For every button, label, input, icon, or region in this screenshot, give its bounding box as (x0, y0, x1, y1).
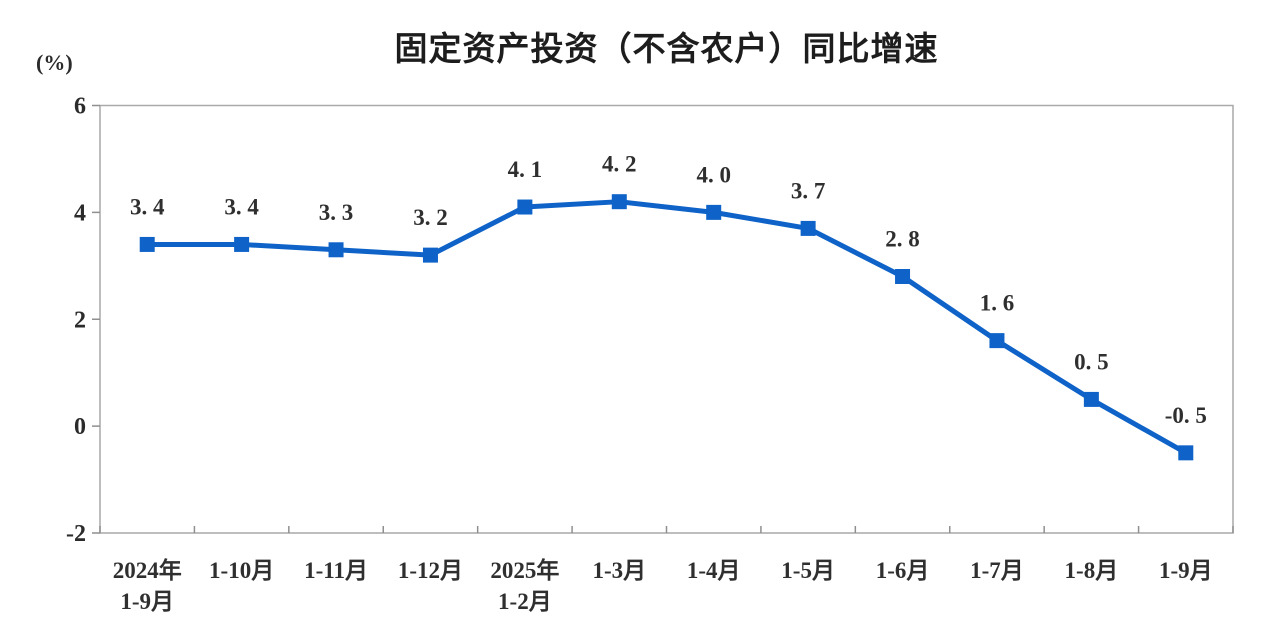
data-point-label: -0. 5 (1165, 403, 1207, 428)
data-point-label: 3. 4 (224, 194, 259, 219)
x-axis-tick-label: 1-12月 (398, 558, 463, 583)
data-point-marker (328, 242, 344, 258)
data-point-marker (139, 236, 155, 252)
data-point-marker (422, 247, 438, 263)
data-point-label: 3. 3 (319, 200, 354, 225)
data-point-marker (895, 269, 911, 284)
data-point-label: 4. 0 (696, 162, 731, 187)
data-point-label: 1. 6 (980, 291, 1015, 316)
data-point-label: 3. 4 (130, 194, 165, 219)
x-axis-tick-label: 1-10月 (209, 558, 274, 583)
data-point-label: 3. 7 (791, 178, 826, 203)
x-axis-tick-label: 1-7月 (970, 558, 1024, 583)
x-axis-tick-label: 1-6月 (876, 558, 930, 583)
y-axis-unit-label: (%) (36, 50, 73, 75)
y-axis-tick-label: 4 (74, 200, 86, 226)
x-axis-tick-label: 1-5月 (781, 558, 835, 583)
x-axis-tick-label: 1-8月 (1065, 558, 1119, 583)
chart-title: 固定资产投资（不含农户）同比增速 (394, 30, 939, 67)
data-point-label: 4. 1 (508, 157, 543, 182)
data-point-marker (1083, 391, 1099, 407)
x-axis-tick-label: 1-11月 (304, 558, 368, 583)
data-point-label: 4. 2 (602, 152, 637, 177)
data-point-marker (706, 204, 722, 220)
data-point-label: 3. 2 (413, 205, 448, 230)
data-point-label: 2. 8 (885, 227, 920, 252)
y-axis-tick-label: 6 (74, 94, 86, 120)
data-point-marker (517, 199, 533, 215)
data-point-label: 0. 5 (1074, 349, 1109, 374)
data-point-marker (611, 194, 627, 210)
y-axis-tick-label: 0 (74, 414, 86, 440)
data-point-marker (1178, 445, 1194, 461)
plot-border (99, 104, 1234, 534)
y-axis-tick-label: -2 (66, 521, 86, 547)
x-axis-tick-label: 1-3月 (592, 558, 646, 583)
data-point-marker (800, 220, 816, 236)
x-axis-tick-label: 2024年 1-9月 (113, 557, 182, 614)
data-point-marker (989, 333, 1005, 349)
data-point-marker (234, 236, 250, 252)
x-axis-tick-label: 1-9月 (1159, 558, 1213, 583)
y-axis-tick-label: 2 (74, 307, 86, 333)
series-line (144, 199, 1189, 456)
x-axis-tick-label: 2025年 1-2月 (490, 557, 559, 614)
x-axis-tick-label: 1-4月 (687, 558, 741, 583)
